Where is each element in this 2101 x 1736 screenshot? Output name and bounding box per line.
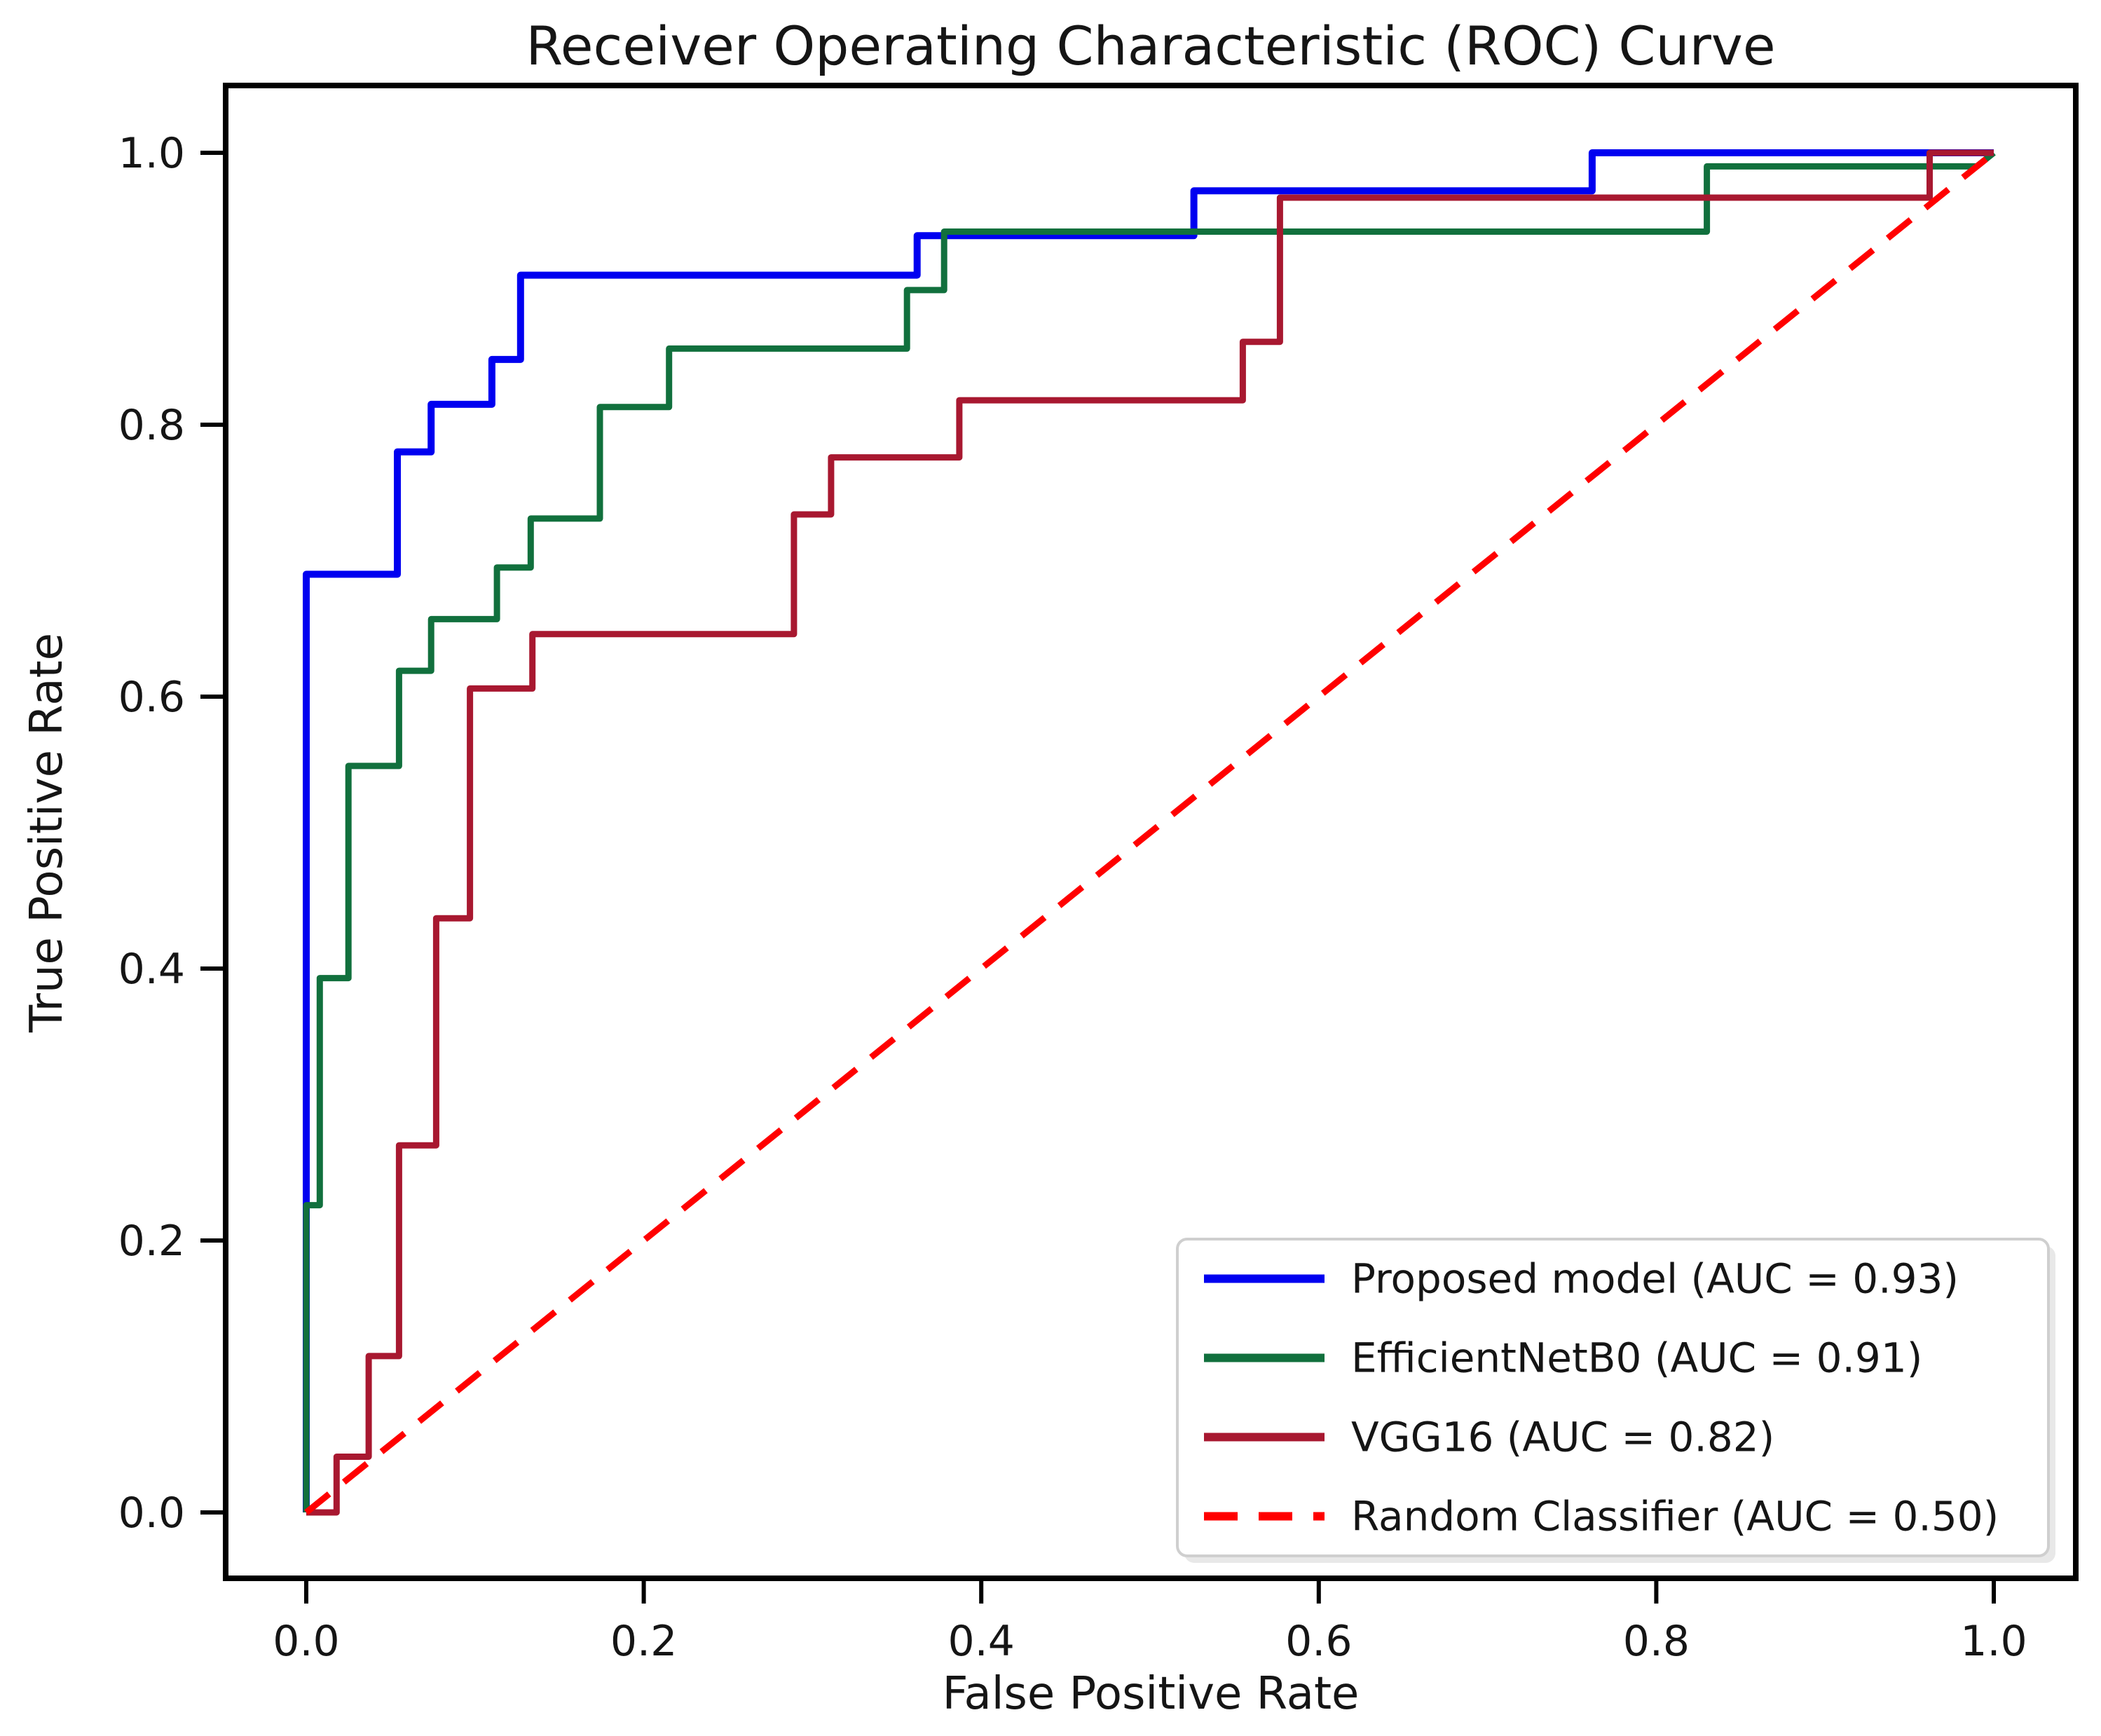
x-axis-label: False Positive Rate bbox=[943, 1668, 1360, 1720]
y-axis-ticks: 0.0 0.2 0.4 0.6 0.8 1.0 bbox=[118, 129, 226, 1538]
chart-title: Receiver Operating Characteristic (ROC) … bbox=[526, 15, 1775, 77]
y-tick-label: 0.4 bbox=[118, 945, 185, 994]
x-tick-label: 0.2 bbox=[610, 1617, 677, 1666]
x-axis-ticks: 0.0 0.2 0.4 0.6 0.8 1.0 bbox=[273, 1578, 2027, 1666]
x-tick-label: 0.8 bbox=[1623, 1617, 1690, 1666]
x-tick-label: 0.6 bbox=[1285, 1617, 1352, 1666]
y-axis-label: True Positive Rate bbox=[21, 633, 73, 1033]
x-tick-label: 0.0 bbox=[273, 1617, 339, 1666]
x-tick-label: 0.4 bbox=[947, 1617, 1014, 1666]
roc-curve-proposed-model bbox=[303, 149, 1994, 1512]
legend-label-efficientnetb0: EfficientNetB0 (AUC = 0.91) bbox=[1351, 1334, 1922, 1382]
y-tick-label: 0.2 bbox=[118, 1217, 185, 1266]
legend-label-random-classifier: Random Classifier (AUC = 0.50) bbox=[1351, 1493, 1999, 1540]
legend-box bbox=[1176, 1238, 2050, 1557]
x-tick-label: 1.0 bbox=[1960, 1617, 2027, 1666]
y-tick-label: 0.0 bbox=[118, 1489, 185, 1538]
legend-label-vgg16: VGG16 (AUC = 0.82) bbox=[1351, 1414, 1774, 1461]
roc-curve-vgg16 bbox=[306, 149, 1994, 1516]
roc-curve-efficientnetb0 bbox=[303, 150, 1996, 1512]
y-tick-label: 0.6 bbox=[118, 673, 185, 722]
series-lines bbox=[303, 149, 1996, 1516]
plot-area-border bbox=[223, 83, 2079, 1581]
legend-label-proposed-model: Proposed model (AUC = 0.93) bbox=[1351, 1255, 1959, 1303]
roc-curve-random-classifier bbox=[304, 150, 1996, 1515]
y-tick-label: 0.8 bbox=[118, 401, 185, 450]
y-tick-label: 1.0 bbox=[118, 129, 185, 178]
legend: Proposed model (AUC = 0.93) EfficientNetB… bbox=[1176, 1238, 2055, 1563]
